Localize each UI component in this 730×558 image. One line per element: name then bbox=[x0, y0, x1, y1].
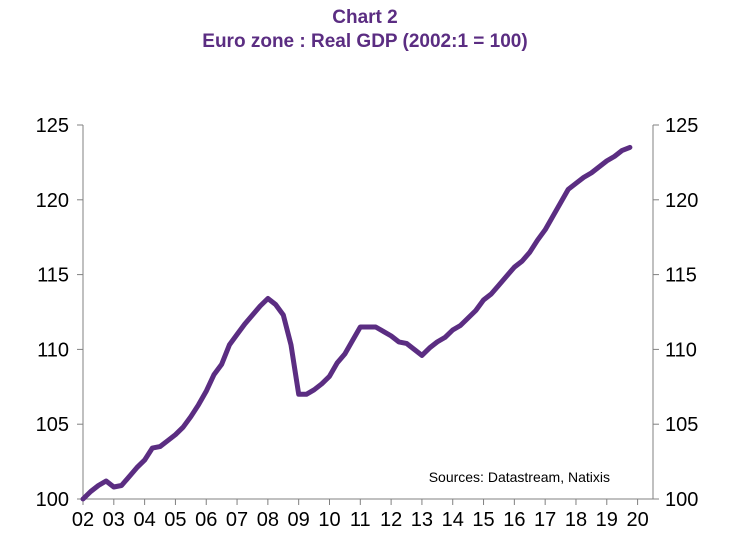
chart-title-block: Chart 2 Euro zone : Real GDP (2002:1 = 1… bbox=[0, 6, 730, 54]
left-y-tick-label: 105 bbox=[36, 414, 69, 436]
right-y-tick-label: 115 bbox=[665, 265, 697, 287]
x-tick-label: 03 bbox=[103, 509, 125, 531]
gdp-series-line bbox=[80, 144, 633, 502]
x-tick-label: 11 bbox=[350, 509, 371, 531]
x-tick-label: 02 bbox=[72, 509, 94, 531]
left-y-tick-label: 125 bbox=[36, 115, 69, 137]
right-y-axis: 100 105 110 115 120 125 bbox=[652, 115, 698, 511]
x-tick-label: 15 bbox=[472, 509, 494, 531]
x-tick-label: 10 bbox=[318, 509, 340, 531]
right-y-tick-label: 110 bbox=[665, 339, 697, 361]
x-tick-label: 09 bbox=[288, 509, 310, 531]
x-tick-label: 04 bbox=[133, 509, 155, 531]
right-y-tick-label: 125 bbox=[665, 115, 698, 137]
x-tick-label: 18 bbox=[565, 509, 587, 531]
source-note: Sources: Datastream, Natixis bbox=[429, 469, 610, 485]
x-tick-label: 13 bbox=[411, 509, 433, 531]
left-y-tick-label: 100 bbox=[36, 489, 69, 511]
x-tick-label: 06 bbox=[195, 509, 217, 531]
x-tick-label: 05 bbox=[164, 509, 186, 531]
x-tick-label: 20 bbox=[626, 509, 648, 531]
x-tick-label: 07 bbox=[226, 509, 248, 531]
right-y-tick-label: 120 bbox=[665, 190, 698, 212]
x-tick-label: 17 bbox=[534, 509, 556, 531]
left-y-tick-label: 110 bbox=[37, 339, 69, 361]
series-layer bbox=[80, 144, 633, 502]
chart-title: Chart 2 bbox=[332, 7, 398, 28]
left-y-tick-label: 120 bbox=[36, 190, 69, 212]
x-tick-label: 16 bbox=[503, 509, 525, 531]
left-y-tick-label: 115 bbox=[37, 265, 69, 287]
x-tick-label: 08 bbox=[257, 509, 279, 531]
right-y-tick-label: 105 bbox=[665, 414, 698, 436]
x-tick-label: 14 bbox=[442, 509, 464, 531]
left-y-axis: 100 105 110 115 120 125 bbox=[36, 115, 84, 511]
x-tick-label: 19 bbox=[596, 509, 618, 531]
x-axis: 02 03 04 05 06 07 08 09 10 11 12 13 14 15 16 17 18 19 20 bbox=[72, 498, 653, 531]
chart-subtitle: Euro zone : Real GDP (2002:1 = 100) bbox=[202, 31, 528, 52]
right-y-tick-label: 100 bbox=[665, 489, 698, 511]
x-tick-label: 12 bbox=[380, 509, 402, 531]
